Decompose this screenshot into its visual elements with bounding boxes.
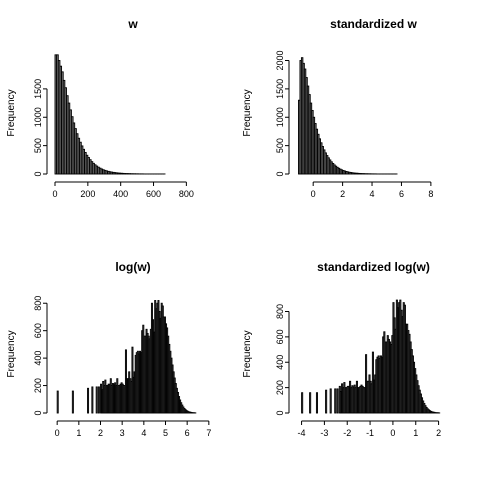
panel-1: w Frequency 0 200 400 600 800 0 500 1000 1500 <box>6 17 194 199</box>
y-tick-label: 200 <box>33 378 43 393</box>
panel-4: standardized log(w)Frequency-4 -3 -2 -1 0 1 20… <box>242 260 441 438</box>
y-tick-label: 400 <box>275 355 285 370</box>
x-tick-label: 2 <box>340 189 345 199</box>
y-axis-label: Frequency <box>6 89 17 136</box>
histogram-bar <box>309 392 312 414</box>
x-tick-label: 200 <box>80 189 95 199</box>
y-tick-label: 400 <box>33 351 43 366</box>
x-tick-label: 8 <box>428 189 433 199</box>
x-tick-label: 0 <box>311 189 316 199</box>
y-tick-label: 600 <box>33 323 43 338</box>
y-tick-label: 800 <box>275 304 285 319</box>
panel-2: standardized w Frequency 0 2 4 6 8 0 500 1000 1500… <box>242 17 433 199</box>
y-tick-label: 0 <box>33 171 43 176</box>
y-tick-label: 800 <box>33 296 43 311</box>
y-axis-label: Frequency <box>6 330 17 377</box>
y-tick-label: 1500 <box>33 79 43 99</box>
x-tick-label: 7 <box>206 428 211 438</box>
histogram-bar <box>91 386 94 414</box>
x-tick-label: 5 <box>163 428 168 438</box>
histogram-bar <box>315 392 319 414</box>
x-tick-label: 400 <box>113 189 128 199</box>
x-tick-label: 1 <box>413 428 418 438</box>
y-tick-label: 0 <box>275 171 285 176</box>
y-tick-label: 200 <box>275 380 285 395</box>
histogram-bar <box>71 390 74 414</box>
histogram-bar <box>334 388 337 414</box>
x-tick-label: -4 <box>298 428 306 438</box>
histogram-bar <box>325 389 328 414</box>
y-tick-label: 1000 <box>33 107 43 127</box>
y-tick-label: 0 <box>275 410 285 415</box>
x-tick-label: 2 <box>436 428 441 438</box>
y-tick-label: 1500 <box>275 79 285 99</box>
x-tick-label: 6 <box>185 428 190 438</box>
bars <box>298 57 398 175</box>
y-tick-label: 500 <box>275 138 285 153</box>
histogram-bar <box>87 387 90 414</box>
bars <box>301 299 441 414</box>
x-tick-label: 4 <box>370 189 375 199</box>
y-tick-label: 1000 <box>275 107 285 127</box>
x-tick-label: 800 <box>179 189 194 199</box>
y-tick-label: 0 <box>33 410 43 415</box>
histogram-bar <box>95 386 98 414</box>
panel-title: standardized w <box>330 17 417 31</box>
panel-title: standardized log(w) <box>317 260 430 274</box>
x-tick-label: 4 <box>141 428 146 438</box>
x-tick-label: 3 <box>120 428 125 438</box>
x-tick-label: -2 <box>343 428 351 438</box>
x-tick-label: -1 <box>366 428 374 438</box>
y-axis-label: Frequency <box>242 330 253 377</box>
x-tick-label: 6 <box>399 189 404 199</box>
y-tick-label: 600 <box>275 329 285 344</box>
y-tick-label: 2000 <box>275 50 285 70</box>
bars <box>56 300 197 414</box>
panel-3: log(w) Frequency 0 1 2 3 4 5 6 7 0 200 400 600 800 <box>6 260 211 438</box>
x-tick-label: 2 <box>98 428 103 438</box>
panel-title: w <box>127 17 138 31</box>
histogram-bar <box>336 388 339 414</box>
x-tick-label: 600 <box>146 189 161 199</box>
histogram-bar <box>301 392 304 414</box>
x-tick-label: 0 <box>55 428 60 438</box>
histogram-bar <box>56 390 59 414</box>
panel-title: log(w) <box>115 260 150 274</box>
y-tick-label: 500 <box>33 138 43 153</box>
histogram-bar <box>97 386 100 414</box>
x-tick-label: 0 <box>52 189 57 199</box>
y-axis-label: Frequency <box>242 89 253 136</box>
x-tick-label: -3 <box>320 428 328 438</box>
x-tick-label: 1 <box>76 428 81 438</box>
histogram-bar <box>329 388 332 414</box>
x-tick-label: 0 <box>390 428 395 438</box>
bars <box>54 54 166 175</box>
